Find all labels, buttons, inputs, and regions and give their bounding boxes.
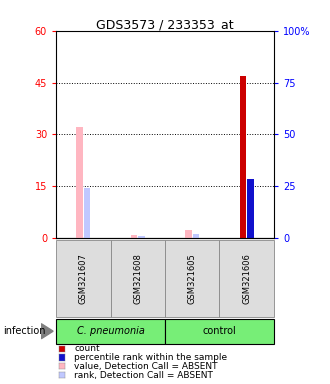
Text: GSM321608: GSM321608 xyxy=(133,253,142,304)
Bar xyxy=(138,237,145,238)
Text: control: control xyxy=(203,326,236,336)
Text: rank, Detection Call = ABSENT: rank, Detection Call = ABSENT xyxy=(74,371,213,380)
Bar xyxy=(76,127,83,238)
Bar xyxy=(193,234,199,238)
Bar xyxy=(84,188,90,238)
Text: value, Detection Call = ABSENT: value, Detection Call = ABSENT xyxy=(74,362,218,371)
Text: count: count xyxy=(74,344,100,353)
Text: GSM321605: GSM321605 xyxy=(188,253,197,304)
Text: GSM321607: GSM321607 xyxy=(79,253,88,304)
Polygon shape xyxy=(41,324,53,339)
Text: C. pneumonia: C. pneumonia xyxy=(77,326,145,336)
Bar xyxy=(185,230,192,238)
Text: percentile rank within the sample: percentile rank within the sample xyxy=(74,353,227,362)
Text: infection: infection xyxy=(3,326,46,336)
Bar xyxy=(247,179,254,238)
Bar xyxy=(240,76,246,238)
Text: GSM321606: GSM321606 xyxy=(242,253,251,304)
Text: GDS3573 / 233353_at: GDS3573 / 233353_at xyxy=(96,18,234,31)
Bar xyxy=(131,235,137,238)
